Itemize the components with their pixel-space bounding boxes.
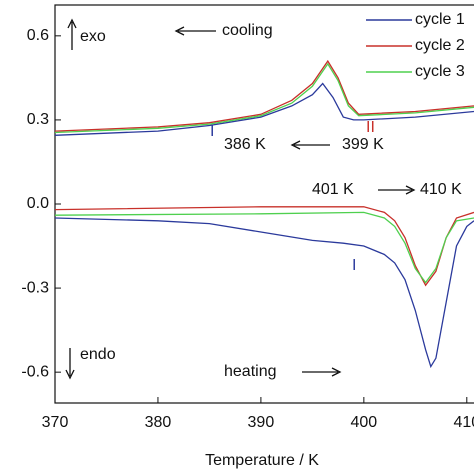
y-tick-label: -0.6 — [21, 363, 49, 380]
legend-label: cycle 2 — [415, 37, 465, 54]
arrows — [65, 18, 416, 380]
annotation: 401 K — [312, 181, 354, 198]
annotation: 399 K — [342, 136, 384, 153]
annotation: cooling — [222, 22, 273, 39]
annotation: heating — [224, 363, 277, 380]
y-tick-label: 0.3 — [27, 111, 49, 128]
x-tick-label: 400 — [350, 414, 377, 431]
x-tick-label: 390 — [248, 414, 275, 431]
series-line — [54, 211, 474, 284]
annotation: 386 K — [224, 136, 266, 153]
x-tick-label: 410 — [453, 414, 474, 431]
x-tick-label: 380 — [145, 414, 172, 431]
series-line — [54, 206, 474, 287]
legend-label: cycle 3 — [415, 63, 465, 80]
annotation: I — [352, 257, 356, 274]
y-tick-label: 0.0 — [27, 195, 49, 212]
annotation: I — [210, 123, 214, 140]
plot-frame — [54, 4, 474, 404]
y-tick-label: 0.6 — [27, 27, 49, 44]
annotation: 410 K — [420, 181, 462, 198]
series-line — [54, 62, 474, 134]
x-axis-label: Temperature / K — [205, 452, 319, 469]
annotation: endo — [80, 346, 116, 363]
series-line — [54, 59, 474, 132]
x-tick-label: 370 — [42, 414, 69, 431]
legend-label: cycle 1 — [415, 11, 465, 28]
series-line — [54, 217, 474, 369]
annotation: exo — [80, 28, 106, 45]
series-line — [54, 82, 474, 136]
annotation: II — [366, 119, 375, 136]
y-tick-label: -0.3 — [21, 279, 49, 296]
